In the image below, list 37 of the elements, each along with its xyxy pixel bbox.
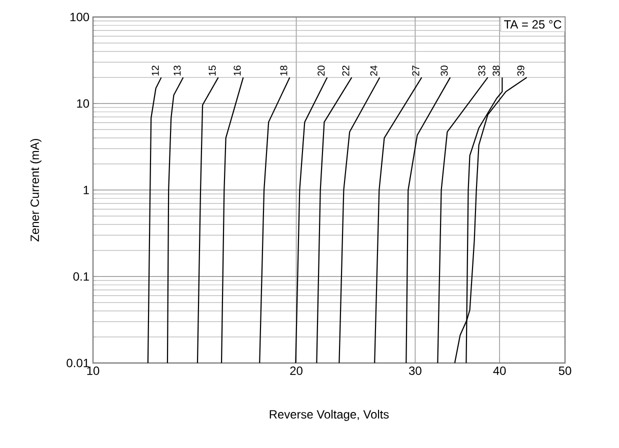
line-series: [437, 76, 488, 364]
text: 24: [370, 65, 378, 76]
y-tick-label: 1: [84, 186, 89, 194]
line-series: [406, 76, 451, 364]
x-tick-label: 30: [409, 366, 422, 375]
text: 12: [152, 66, 159, 76]
y-tick-label: 0.1: [73, 272, 89, 281]
y-tick-label: 0.01: [66, 358, 89, 368]
line-series: [220, 76, 244, 364]
y-tick-label: 100: [70, 12, 90, 22]
x-axis-title: Reverse Voltage, Volts: [270, 410, 389, 421]
y-axis-title: Zener Current (mA): [30, 138, 42, 242]
x-tick-label: 10: [87, 366, 100, 375]
text: 18: [280, 66, 288, 76]
annotation: TA = 25 °C: [504, 20, 562, 29]
line-series: [316, 76, 352, 364]
text: 15: [208, 66, 216, 76]
text: 33: [478, 66, 486, 76]
x-tick-label: 20: [290, 366, 302, 375]
line-series: [259, 76, 290, 364]
line-series: [374, 76, 422, 364]
text: 20: [318, 66, 325, 76]
text: 16: [234, 66, 241, 76]
line-series: [196, 76, 219, 364]
text: 27: [412, 66, 420, 76]
text: 39: [517, 66, 524, 76]
line-series: [338, 76, 380, 364]
x-tick-label: 40: [493, 366, 506, 375]
line-series: [166, 76, 184, 364]
line-series: [147, 76, 162, 364]
y-tick-label: 10: [77, 99, 90, 108]
line-series: [295, 76, 328, 364]
text: 30: [440, 66, 448, 76]
x-tick-label: 50: [558, 366, 572, 375]
text: 13: [174, 66, 181, 76]
text: 38: [492, 66, 500, 76]
text: 22: [342, 66, 350, 76]
